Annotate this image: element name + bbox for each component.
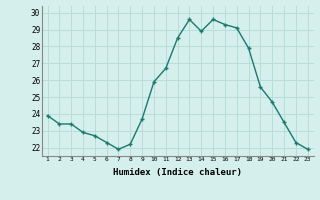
X-axis label: Humidex (Indice chaleur): Humidex (Indice chaleur) — [113, 168, 242, 177]
